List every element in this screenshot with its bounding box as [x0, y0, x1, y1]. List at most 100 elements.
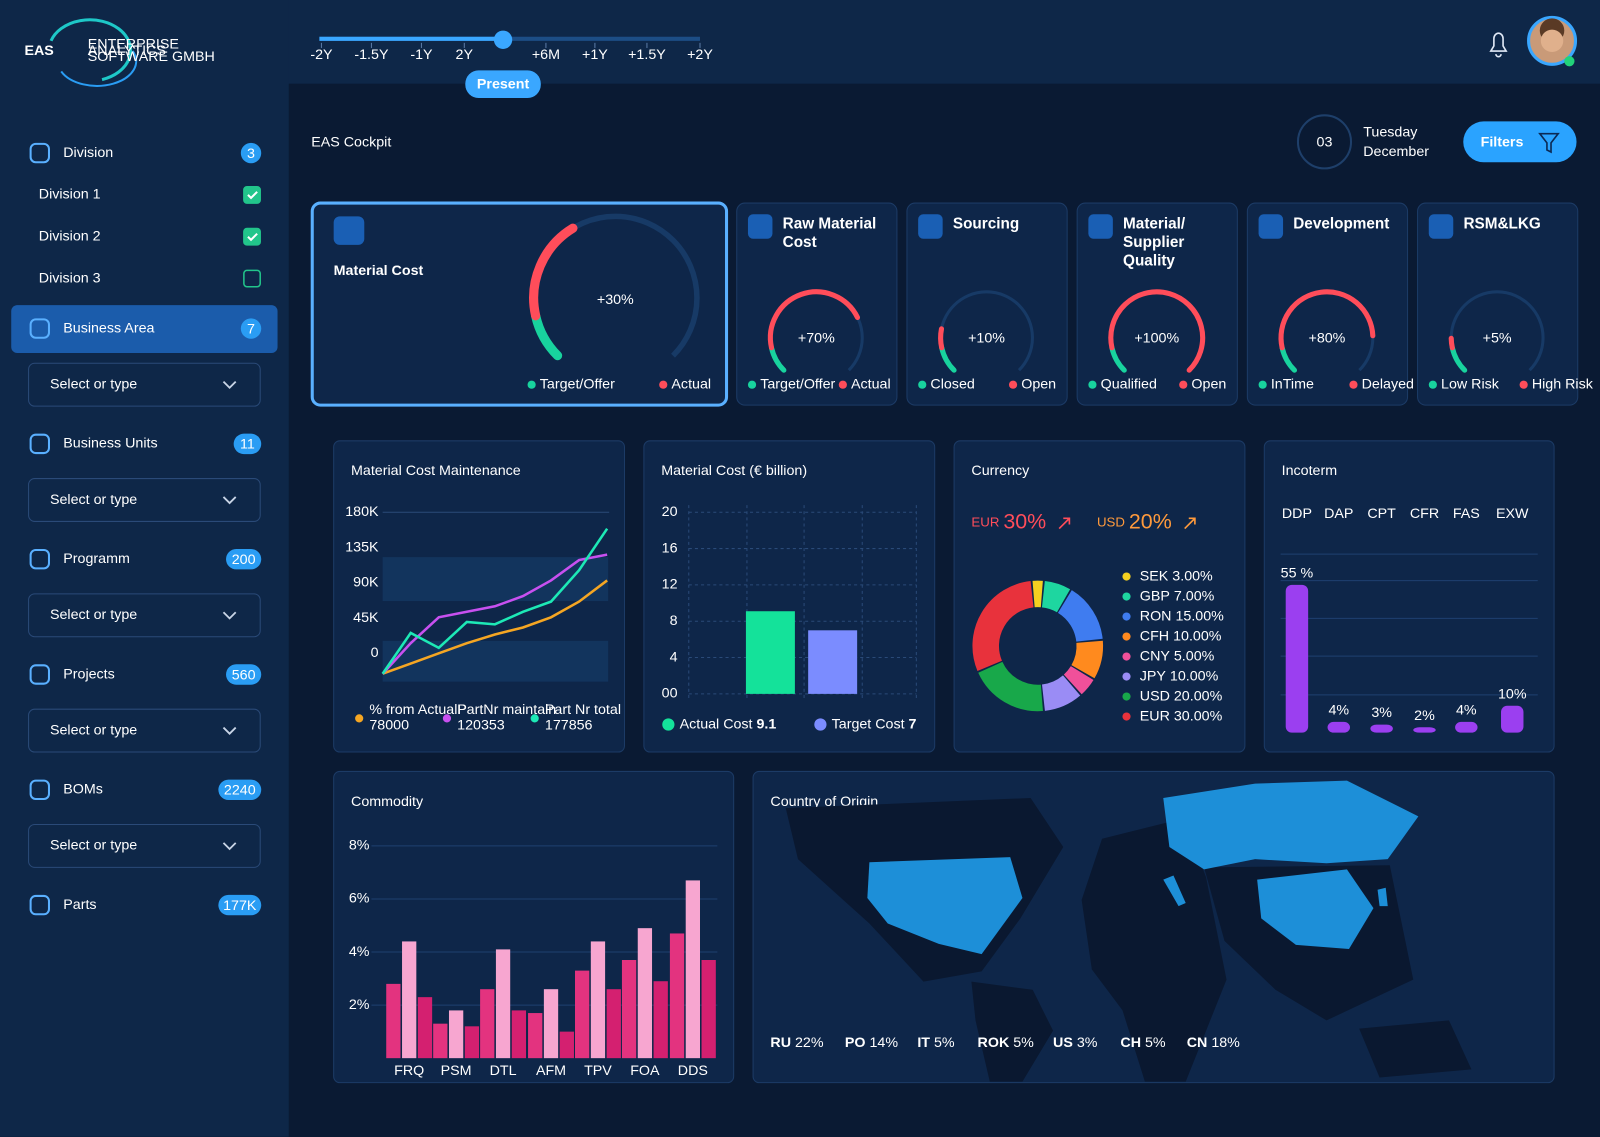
gauge-value [1448, 335, 1455, 351]
legend: JPY 10.00% [1140, 668, 1219, 684]
nav-item[interactable]: BOMs [63, 782, 103, 798]
country-code: PO [845, 1035, 866, 1051]
timeline-label: -1Y [410, 47, 433, 63]
nav-item[interactable]: Division [63, 145, 113, 161]
weekday: Tuesday [1363, 124, 1418, 140]
legend-dot [1088, 380, 1097, 389]
kpi-icon [918, 214, 943, 239]
y-tick-label: 6% [349, 891, 370, 907]
checkbox[interactable] [243, 185, 261, 204]
check [247, 191, 258, 200]
bell-icon[interactable] [1489, 32, 1508, 58]
donut-segment [1041, 674, 1081, 711]
item-icon [29, 318, 50, 339]
y-tick-label: 20 [662, 504, 678, 520]
donut-segment [972, 581, 1035, 671]
kpi-card[interactable] [1417, 202, 1579, 406]
nav-item[interactable]: Business Units [63, 436, 157, 452]
legend-dot [662, 718, 675, 731]
donut-segment [1041, 580, 1071, 613]
legend: CNY 5.00% [1140, 648, 1215, 664]
count-badge [226, 664, 262, 685]
gauge-value [938, 326, 945, 351]
y-tick-label: 16 [662, 540, 678, 556]
kpi-card[interactable] [736, 202, 898, 406]
count: 7 [247, 321, 255, 337]
nav-item[interactable]: Projects [63, 666, 115, 682]
bar [1413, 727, 1436, 733]
legend-value: 10.00% [1173, 628, 1222, 644]
present-pill [465, 70, 541, 98]
legend: GBP 7.00% [1140, 588, 1215, 604]
select-placeholder: Select or type [50, 838, 137, 854]
chart-card [643, 440, 936, 753]
headline: EUR 30% [971, 509, 1046, 533]
option: Division 2 [39, 229, 101, 245]
currency-code: EUR [971, 514, 999, 529]
filters-button[interactable] [1463, 121, 1577, 163]
select[interactable] [28, 478, 261, 522]
kpi-title-box: Material/ Supplier Quality [1123, 215, 1185, 269]
gauge-value [529, 223, 578, 321]
count-badge [233, 433, 262, 455]
bar [402, 941, 417, 1059]
count: 200 [232, 552, 256, 568]
donut-segment [1063, 665, 1094, 695]
legend-value: 5.00% [1174, 648, 1215, 664]
kpi-card[interactable] [1246, 202, 1409, 406]
bar [559, 1031, 574, 1059]
country [1377, 887, 1388, 907]
select[interactable] [28, 708, 261, 753]
legend-label: JPY [1140, 668, 1167, 684]
timeline-label: +2Y [687, 47, 713, 63]
logo-subtitle: SOFTWARE GMBH [88, 49, 215, 65]
y-tick-label: 90K [353, 575, 379, 591]
bar [574, 970, 590, 1059]
chevron [222, 380, 237, 390]
checkbox[interactable] [243, 227, 261, 246]
chart-title: Incoterm [1282, 463, 1338, 479]
kpi-title: Development [1293, 215, 1390, 233]
donut-segment [978, 661, 1043, 712]
select[interactable] [28, 823, 261, 868]
item-icon [29, 894, 50, 916]
country-value: 5% [1145, 1035, 1166, 1051]
country [867, 857, 1023, 955]
legend-label: Closed [930, 376, 974, 392]
bar [448, 1010, 464, 1059]
y-tick-label: 12 [662, 577, 678, 593]
legend-label: Target/Offer [540, 376, 615, 392]
bar [685, 880, 700, 1059]
nav-item[interactable]: Business Area [63, 320, 154, 336]
legend: EUR 30.00% [1140, 708, 1223, 724]
item-icon [29, 779, 50, 800]
bar [543, 989, 559, 1059]
nav-item[interactable]: Programm [63, 551, 130, 567]
select[interactable] [28, 362, 261, 407]
category: DDP [1282, 506, 1312, 522]
kpi-card[interactable] [310, 201, 729, 407]
trend-arrow [1058, 517, 1071, 530]
legend-dot [1179, 380, 1188, 389]
kpi-title: RSM&LKG [1463, 215, 1541, 233]
legend-dot [527, 380, 536, 389]
value-label: 4% [1456, 702, 1477, 718]
checkbox[interactable] [243, 269, 261, 288]
legend-label: Delayed [1362, 376, 1414, 392]
kpi-value: +70% [798, 331, 835, 347]
value-label: 55 % [1281, 565, 1314, 581]
legend-label: InTime [1271, 376, 1314, 392]
country [1257, 869, 1374, 949]
bar [701, 959, 716, 1059]
legend: Actual Cost 9.1 [680, 716, 777, 732]
kpi-title: Material Cost [334, 263, 424, 279]
select[interactable] [28, 593, 261, 638]
chart-title: Material Cost Maintenance [351, 463, 521, 479]
bar [745, 611, 795, 694]
country-share: ROK 5% [978, 1035, 1035, 1051]
category: FOA [630, 1063, 660, 1079]
nav-item[interactable]: Parts [63, 897, 96, 913]
gauge-value [767, 289, 861, 351]
timeline-knob[interactable] [493, 30, 513, 49]
kpi-card[interactable] [906, 202, 1068, 406]
